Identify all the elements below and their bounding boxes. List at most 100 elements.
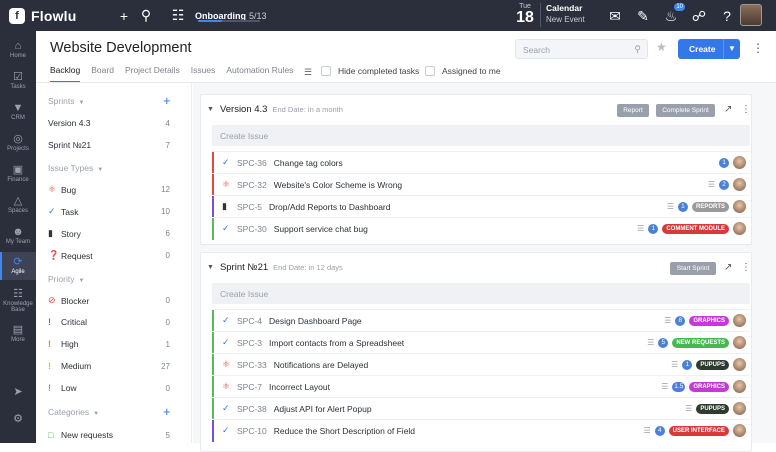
assignee-avatar[interactable] xyxy=(733,336,746,349)
sidebar-item-task[interactable]: ✓ Task 10 xyxy=(48,206,170,217)
rail-item-more[interactable]: ▤ More xyxy=(0,321,36,347)
more-vertical-icon[interactable]: ⋮ xyxy=(752,41,764,55)
sidebar-item-request[interactable]: ❓ Request 0 xyxy=(48,250,170,261)
bell-icon[interactable]: ♨ 10 xyxy=(664,3,685,24)
issue-types-section-title[interactable]: Issue Types ▼ xyxy=(48,163,103,173)
issue-row[interactable]: ✓ SPC-3 Import contacts from a Spreadsheet… xyxy=(212,331,750,354)
date-widget[interactable]: Tue 18 xyxy=(515,3,535,26)
issue-row[interactable]: ✓ SPC-36 Change tag colors 1 xyxy=(212,151,750,174)
search-icon[interactable]: ⚲ xyxy=(140,7,152,23)
sidebar-item-blocker[interactable]: ⊘ Blocker 0 xyxy=(48,295,170,306)
help-icon[interactable]: ? xyxy=(723,8,731,24)
hide-completed-checkbox[interactable] xyxy=(321,66,331,76)
complete-sprint-button[interactable]: Complete Sprint xyxy=(656,104,715,117)
issue-row[interactable]: ✓ SPC-10 Reduce the Short Description of F… xyxy=(212,419,750,442)
rail-item-agile[interactable]: ⟳ Agile xyxy=(0,252,36,280)
rail-item-spaces[interactable]: △ Spaces xyxy=(0,192,36,218)
issue-row[interactable]: ⚛ SPC-7 Incorrect Layout ☰ 1.5 GRAPHICS xyxy=(212,375,750,398)
issue-row[interactable]: ⚛ SPC-32 Website's Color Scheme is Wrong ☰ 2 xyxy=(212,173,750,196)
sidebar-item-low[interactable]: ! Low 0 xyxy=(48,383,170,393)
assignee-avatar[interactable] xyxy=(733,200,746,213)
more-vertical-icon[interactable]: ⋮ xyxy=(741,104,751,115)
report-button[interactable]: Report xyxy=(617,104,649,117)
external-link-icon[interactable]: ↗ xyxy=(724,262,733,273)
bookmark-icon: ▮ xyxy=(48,228,53,238)
search-input[interactable]: Search ⚲ xyxy=(515,39,648,59)
assigned-to-me-checkbox[interactable] xyxy=(425,66,435,76)
sprints-section-title[interactable]: Sprints ▼ xyxy=(48,96,84,106)
tab-board[interactable]: Board xyxy=(91,65,114,75)
more-vertical-icon[interactable]: ⋮ xyxy=(741,262,751,273)
assignee-avatar[interactable] xyxy=(733,402,746,415)
rail-item-home[interactable]: ⌂ Home xyxy=(0,37,36,63)
rail-item-knowledge-base[interactable]: ☷ Knowledge Base xyxy=(0,285,36,315)
rocket-icon: ➤ xyxy=(13,386,23,398)
priority-bar xyxy=(212,217,214,240)
assignee-avatar[interactable] xyxy=(733,178,746,191)
logo[interactable]: f Flowlu xyxy=(9,7,113,24)
assignee-avatar[interactable] xyxy=(733,380,746,393)
sidebar-item-sprint[interactable]: Sprint №21 7 xyxy=(48,140,170,150)
assignee-avatar[interactable] xyxy=(733,358,746,371)
rail-item-my-team[interactable]: ☻ My Team xyxy=(0,223,36,249)
sprint-panel: ▼ Sprint №21 End Date: in 12 days Start … xyxy=(200,252,752,452)
create-issue-input[interactable]: Create Issue xyxy=(212,283,750,304)
start-sprint-button[interactable]: Start Sprint xyxy=(670,262,716,275)
create-button[interactable]: Create ▼ xyxy=(678,39,740,59)
story-points: 1 xyxy=(719,157,729,168)
rail-item-finance[interactable]: ▣ Finance xyxy=(0,161,36,187)
tab-project-details[interactable]: Project Details xyxy=(124,65,180,75)
version-header[interactable]: ▼ Version 4.3 End Date: in a month xyxy=(207,104,343,115)
onboarding[interactable]: ☷ Onboarding 5/13 xyxy=(167,5,267,27)
section-label: Sprints xyxy=(48,96,75,106)
spaces-icon: △ xyxy=(13,195,23,207)
issue-row[interactable]: ▮ SPC-5 Drop/Add Reports to Dashboard ☰ 1 REP… xyxy=(212,195,750,218)
issue-row[interactable]: ✓ SPC-30 Support service chat bug ☰ 1 COMMENT… xyxy=(212,217,750,240)
assignee-avatar[interactable] xyxy=(733,314,746,327)
assignee-avatar[interactable] xyxy=(733,424,746,437)
add-category-icon[interactable]: + xyxy=(163,404,171,419)
star-icon[interactable]: ★ xyxy=(656,40,667,54)
tab-automation-rules[interactable]: Automation Rules xyxy=(226,65,294,75)
issue-row[interactable]: ✓ SPC-4 Design Dashboard Page ☰ 8 GRAPHICS xyxy=(212,309,750,332)
sidebar-item-medium[interactable]: ! Medium 27 xyxy=(48,361,170,371)
plus-icon[interactable]: + xyxy=(119,7,129,24)
mail-icon[interactable]: ✉ xyxy=(609,7,621,24)
categories-section-title[interactable]: Categories ▼ xyxy=(48,407,99,417)
issue-row[interactable]: ✓ SPC-38 Adjust API for Alert Popup ☰ PUPUPS xyxy=(212,397,750,420)
create-issue-input[interactable]: Create Issue xyxy=(212,125,750,146)
sidebar-item-bug[interactable]: ⚛ Bug 12 xyxy=(48,184,170,195)
chat-icon[interactable]: ☍ xyxy=(691,7,707,24)
sidebar-item-count: 0 xyxy=(165,383,170,393)
sprint-header[interactable]: ▼ Sprint №21 End Date: in 12 days xyxy=(207,262,343,273)
chevron-down-icon: ▼ xyxy=(207,264,214,271)
sidebar-item-high[interactable]: ! High 1 xyxy=(48,339,170,349)
issue-meta: 1 xyxy=(719,156,746,169)
assignee-avatar[interactable] xyxy=(733,156,746,169)
sidebar-item-new-requests[interactable]: □ New requests 5 xyxy=(48,430,170,440)
notes-icon[interactable]: ✎ xyxy=(637,7,649,24)
priority-section-title[interactable]: Priority ▼ xyxy=(48,274,84,284)
sidebar-item-critical[interactable]: ! Critical 0 xyxy=(48,317,170,327)
filter-icon[interactable]: ☰ xyxy=(304,67,313,77)
rail-item-crm[interactable]: ▼ CRM xyxy=(0,99,36,125)
calendar-widget[interactable]: Calendar New Event xyxy=(540,3,585,27)
assignee-avatar[interactable] xyxy=(733,222,746,235)
rail-item-settings[interactable]: ⚙ xyxy=(0,413,36,429)
external-link-icon[interactable]: ↗ xyxy=(724,104,733,115)
rail-item-rocket[interactable]: ➤ xyxy=(0,386,36,402)
add-sprint-icon[interactable]: + xyxy=(163,93,171,108)
tab-backlog[interactable]: Backlog xyxy=(50,65,81,83)
user-avatar[interactable] xyxy=(740,4,762,26)
chevron-down-icon[interactable]: ▼ xyxy=(723,39,740,59)
tab-issues[interactable]: Issues xyxy=(190,65,216,75)
rail-item-projects[interactable]: ◎ Projects xyxy=(0,130,36,156)
sidebar-item-count: 6 xyxy=(165,229,170,238)
sidebar-item-story[interactable]: ▮ Story 6 xyxy=(48,228,170,239)
chevron-down-icon: ▼ xyxy=(97,167,104,173)
check-icon: ✓ xyxy=(222,315,230,325)
rail-item-tasks[interactable]: ☑ Tasks xyxy=(0,68,36,94)
sidebar-item-sprint[interactable]: Version 4.3 4 xyxy=(48,118,170,128)
issue-row[interactable]: ⚛ SPC-33 Notifications are Delayed ☰ 1 PUPUPS xyxy=(212,353,750,376)
calendar-subtitle: New Event xyxy=(546,15,585,24)
